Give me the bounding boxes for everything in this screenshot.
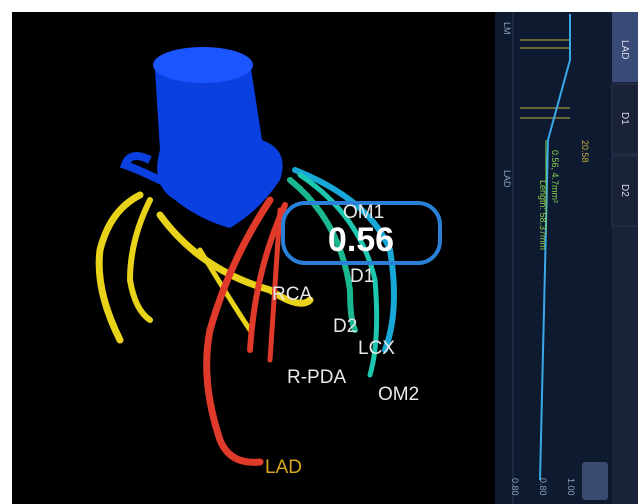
scale-label: 0.80 xyxy=(510,478,520,496)
screen: OM1 0.56 D1 RCA D2 LCX R-PDA OM2 LAD LM … xyxy=(0,0,638,504)
vessel-label: OM1 xyxy=(343,202,384,223)
vessel-label: LCX xyxy=(358,338,395,359)
vessel-label: D2 xyxy=(333,316,357,337)
ffr-value: 0.56 xyxy=(328,221,394,259)
length: Length: 58.37mm xyxy=(538,180,548,250)
tab-label: LAD xyxy=(619,40,630,59)
axis-label: LAD xyxy=(502,170,512,188)
scale-label: 1.00 xyxy=(566,478,576,496)
vessel-label: OM2 xyxy=(378,384,419,405)
scale-label: 0.80 xyxy=(538,478,548,496)
vessel-label: RCA xyxy=(272,284,312,305)
vessel-label: D1 xyxy=(350,266,374,287)
tab-label: D1 xyxy=(619,112,630,125)
scroll-handle[interactable] xyxy=(582,462,608,500)
distance: 20.58 xyxy=(580,140,590,163)
axis-label: LM xyxy=(502,22,512,35)
tab-label: D2 xyxy=(619,184,630,197)
vessel-label: LAD xyxy=(265,457,302,478)
vessel-label: R-PDA xyxy=(287,367,346,388)
measure: 0.56, 4.7mm² xyxy=(550,150,560,203)
